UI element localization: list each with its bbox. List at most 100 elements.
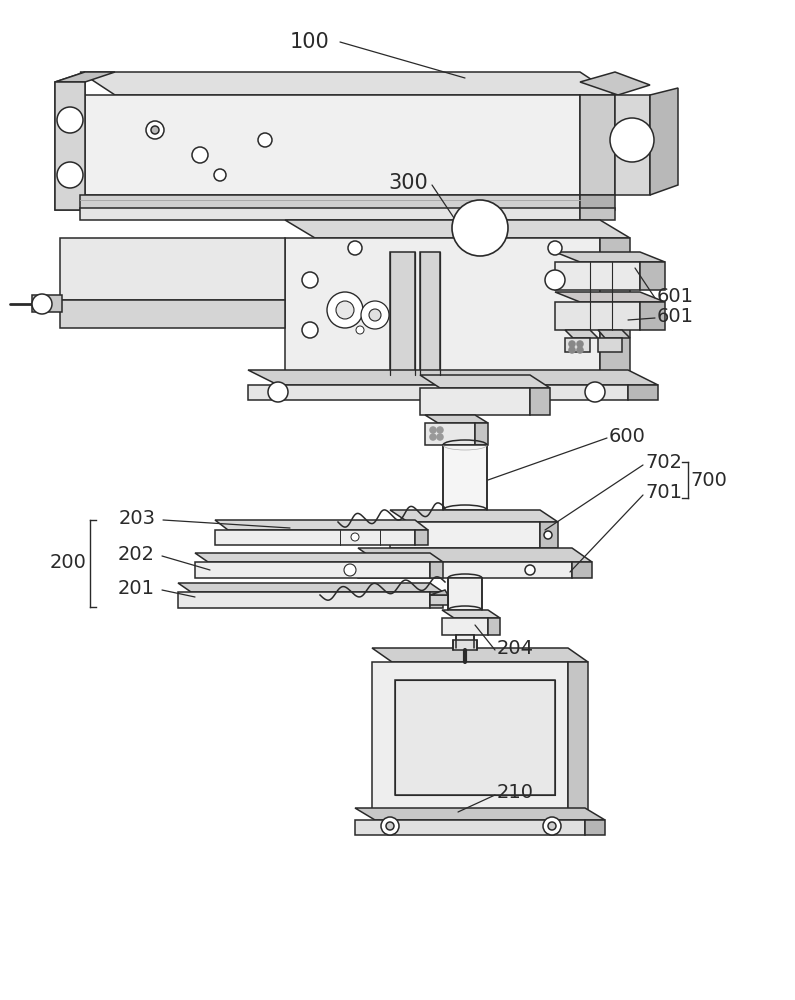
Polygon shape [565, 338, 590, 352]
Polygon shape [598, 330, 630, 338]
Polygon shape [80, 208, 580, 220]
Circle shape [437, 434, 443, 440]
Polygon shape [430, 590, 448, 595]
Polygon shape [456, 635, 474, 648]
Circle shape [381, 817, 399, 835]
Polygon shape [540, 522, 558, 548]
Polygon shape [178, 592, 430, 608]
Polygon shape [425, 423, 475, 445]
Circle shape [146, 121, 164, 139]
Polygon shape [555, 292, 665, 302]
Circle shape [545, 270, 565, 290]
Polygon shape [420, 375, 550, 388]
Polygon shape [60, 300, 285, 328]
Circle shape [361, 301, 389, 329]
Circle shape [32, 294, 52, 314]
Polygon shape [358, 562, 572, 578]
Polygon shape [248, 385, 628, 400]
Circle shape [544, 531, 552, 539]
Text: 701: 701 [645, 484, 682, 502]
Circle shape [268, 382, 288, 402]
Polygon shape [195, 553, 443, 562]
Text: 202: 202 [118, 544, 154, 564]
Polygon shape [248, 370, 658, 385]
Circle shape [585, 382, 605, 402]
Circle shape [577, 347, 583, 353]
Polygon shape [80, 72, 615, 95]
Polygon shape [580, 95, 615, 195]
Polygon shape [285, 220, 630, 238]
Circle shape [258, 133, 272, 147]
Text: 201: 201 [118, 578, 154, 597]
Circle shape [344, 564, 356, 576]
Text: 600: 600 [609, 426, 646, 446]
Text: 100: 100 [290, 32, 330, 52]
Circle shape [151, 126, 159, 134]
Text: 203: 203 [118, 508, 156, 528]
Polygon shape [55, 72, 85, 210]
Polygon shape [555, 262, 640, 290]
Polygon shape [580, 72, 650, 95]
Polygon shape [358, 548, 592, 562]
Polygon shape [585, 820, 605, 835]
Circle shape [348, 241, 362, 255]
Text: 300: 300 [388, 173, 428, 193]
Text: 204: 204 [497, 639, 534, 658]
Polygon shape [628, 385, 658, 400]
Polygon shape [530, 388, 550, 415]
Polygon shape [372, 648, 588, 662]
Polygon shape [420, 388, 530, 415]
Polygon shape [580, 208, 615, 220]
Circle shape [569, 341, 575, 347]
Polygon shape [640, 302, 665, 330]
Polygon shape [565, 330, 598, 338]
Circle shape [437, 427, 443, 433]
Circle shape [548, 241, 562, 255]
Polygon shape [80, 195, 580, 210]
Polygon shape [415, 530, 428, 545]
Polygon shape [442, 618, 488, 635]
Polygon shape [355, 820, 585, 835]
Circle shape [369, 309, 381, 321]
Polygon shape [448, 578, 482, 610]
Polygon shape [395, 680, 555, 795]
Circle shape [569, 347, 575, 353]
Text: 200: 200 [49, 554, 87, 572]
Circle shape [548, 822, 556, 830]
Polygon shape [32, 295, 62, 312]
Circle shape [610, 118, 654, 162]
Polygon shape [598, 338, 622, 352]
Polygon shape [215, 530, 415, 545]
Circle shape [302, 322, 318, 338]
Polygon shape [355, 808, 605, 820]
Polygon shape [488, 618, 500, 635]
Polygon shape [215, 520, 428, 530]
Text: 702: 702 [645, 454, 682, 473]
Polygon shape [443, 445, 487, 510]
Polygon shape [390, 252, 415, 375]
Polygon shape [640, 262, 665, 290]
Polygon shape [555, 302, 640, 330]
Circle shape [327, 292, 363, 328]
Circle shape [214, 169, 226, 181]
Polygon shape [615, 95, 650, 195]
Text: 700: 700 [690, 471, 727, 489]
Polygon shape [80, 95, 580, 195]
Polygon shape [55, 82, 85, 210]
Polygon shape [285, 238, 600, 375]
Circle shape [386, 822, 394, 830]
Polygon shape [55, 72, 115, 82]
Polygon shape [390, 522, 540, 548]
Polygon shape [372, 662, 568, 810]
Polygon shape [568, 662, 588, 810]
Circle shape [525, 565, 535, 575]
Circle shape [302, 272, 318, 288]
Polygon shape [420, 252, 440, 375]
Polygon shape [390, 510, 558, 522]
Polygon shape [650, 88, 678, 195]
Polygon shape [430, 595, 448, 605]
Circle shape [57, 162, 83, 188]
Polygon shape [430, 592, 443, 608]
Circle shape [452, 200, 508, 256]
Text: 601: 601 [657, 286, 694, 306]
